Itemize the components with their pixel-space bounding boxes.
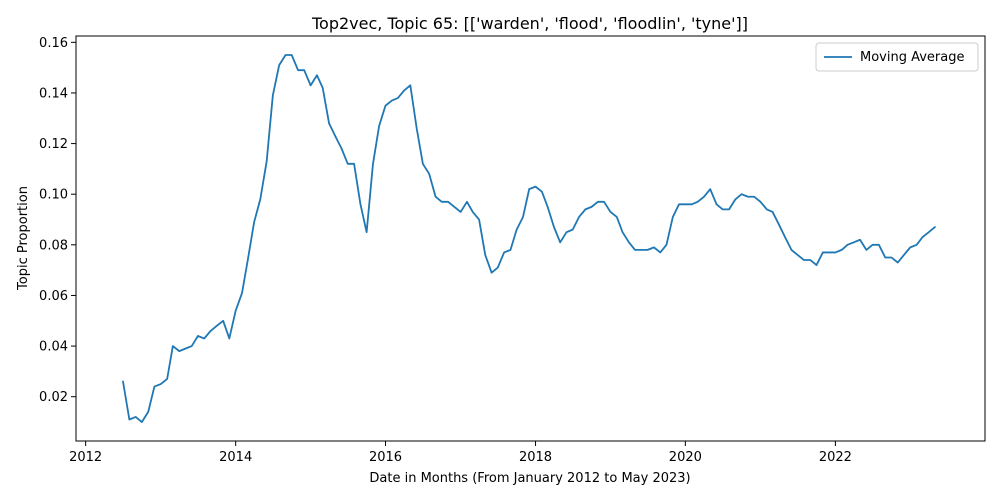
x-tick-label: 2020 [669,450,702,465]
x-tick-label: 2014 [219,450,252,465]
legend-label-moving-average: Moving Average [860,50,964,65]
y-tick-label: 0.14 [39,86,68,101]
plot-area [75,35,986,442]
y-tick-label: 0.04 [39,340,68,355]
x-tick-label: 2016 [369,450,402,465]
y-tick-label: 0.06 [39,289,68,304]
x-axis-label: Date in Months (From January 2012 to May… [369,471,690,486]
legend: Moving Average [815,42,979,72]
y-tick-label: 0.16 [39,36,68,51]
x-tick-label: 2022 [819,450,852,465]
y-tick-label: 0.02 [39,390,68,405]
y-axis-ticks: 0.02 0.04 0.06 0.08 0.10 0.12 0.14 0.16 [39,36,76,405]
legend-box [815,42,979,72]
y-axis-label: Topic Proportion [16,186,31,291]
x-tick-label: 2012 [69,450,102,465]
y-tick-label: 0.10 [39,188,68,203]
y-tick-label: 0.08 [39,238,68,253]
chart-title: Top2vec, Topic 65: [['warden', 'flood', … [311,14,748,33]
series-line-moving-average [122,54,936,423]
plot-frame [75,35,986,442]
x-tick-label: 2018 [519,450,552,465]
x-axis-ticks: 2012 2014 2016 2018 2020 2022 [69,441,852,465]
y-tick-label: 0.12 [39,137,68,152]
